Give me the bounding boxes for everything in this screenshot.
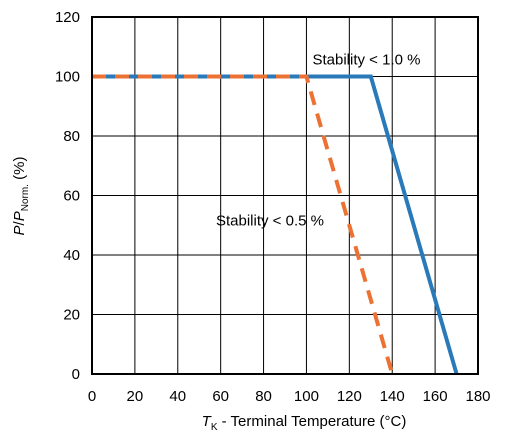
series-line-stability-0-5 <box>92 74 395 375</box>
y-tick-label: 0 <box>72 366 80 383</box>
x-axis-text: - Terminal Temperature (°C) <box>218 413 407 430</box>
x-tick-label: 100 <box>294 388 319 405</box>
y-axis-symbol: P <box>11 225 28 235</box>
y-axis-subscript: Norm. <box>20 184 31 211</box>
x-tick-label: 180 <box>465 388 490 405</box>
plot-frame <box>91 16 479 375</box>
y-tick-label: 80 <box>63 128 80 145</box>
x-tick-label: 40 <box>169 388 186 405</box>
y-tick-label: 40 <box>63 247 80 264</box>
y-axis-label: P/PNorm. (%) <box>11 157 31 236</box>
series-layer <box>92 74 459 375</box>
x-tick-label: 140 <box>380 388 405 405</box>
x-axis-subscript: K <box>211 422 218 433</box>
x-tick-label: 80 <box>255 388 272 405</box>
y-tick-label: 20 <box>63 307 80 324</box>
x-tick-labels: 0 20 40 60 80 100 120 140 160 180 <box>88 388 491 405</box>
y-tick-label: 60 <box>63 188 80 205</box>
grid-lines <box>92 17 478 374</box>
x-tick-label: 0 <box>88 388 96 405</box>
y-axis-slash: / <box>11 220 28 225</box>
x-tick-label: 20 <box>127 388 144 405</box>
x-axis-label: TK - Terminal Temperature (°C) <box>202 413 407 433</box>
y-tick-label: 120 <box>55 9 80 26</box>
x-tick-label: 160 <box>423 388 448 405</box>
x-axis-symbol: T <box>202 413 213 430</box>
x-tick-label: 60 <box>212 388 229 405</box>
y-tick-labels: 0 20 40 60 80 100 120 <box>55 9 80 383</box>
annotation-label: Stability < 0.5 % <box>216 212 324 229</box>
y-tick-label: 100 <box>55 69 80 86</box>
y-axis-symbol-2: P <box>11 211 28 221</box>
annotation-label: Stability < 1.0 % <box>312 52 420 69</box>
y-axis-text: (%) <box>11 157 28 185</box>
annotations: Stability < 1.0 % Stability < 0.5 % <box>216 52 420 230</box>
x-tick-label: 120 <box>337 388 362 405</box>
